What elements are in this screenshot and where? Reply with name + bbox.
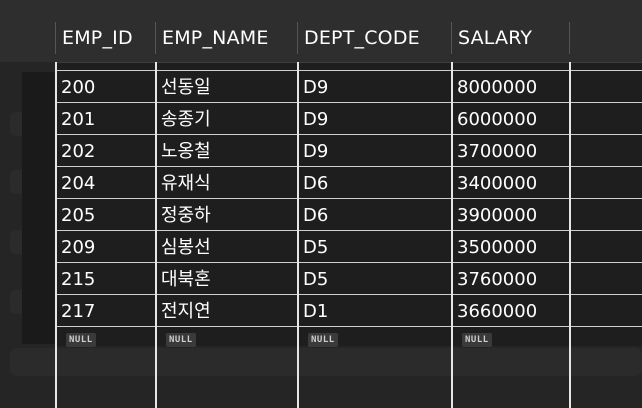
column-divider[interactable] <box>569 62 571 408</box>
cell-salary[interactable]: 3500000 <box>457 237 538 258</box>
cell-emp-id[interactable]: 202 <box>61 141 96 162</box>
null-badge[interactable]: NULL <box>462 333 492 347</box>
cell-emp-name[interactable]: 심봉선 <box>161 237 211 258</box>
table-row[interactable]: 215 대북혼 D5 3760000 <box>56 263 642 295</box>
header-separator[interactable] <box>297 22 298 54</box>
cell-salary[interactable]: 3700000 <box>457 141 538 162</box>
cell-salary[interactable]: 3400000 <box>457 173 538 194</box>
cell-emp-name[interactable]: 정중하 <box>161 205 211 226</box>
cell-emp-name[interactable]: 대북혼 <box>161 269 211 290</box>
column-divider[interactable] <box>55 62 57 408</box>
row-gutter-markers[interactable] <box>22 72 56 344</box>
cell-emp-id[interactable]: 200 <box>61 77 96 98</box>
table-row[interactable]: 200 선동일 D9 8000000 <box>56 70 642 103</box>
cell-dept-code[interactable]: D5 <box>303 269 329 290</box>
null-badge[interactable]: NULL <box>66 333 96 347</box>
cell-emp-id[interactable]: 204 <box>61 173 96 194</box>
null-badge[interactable]: NULL <box>166 333 196 347</box>
table-row[interactable]: 201 송종기 D9 6000000 <box>56 103 642 135</box>
cell-emp-id[interactable]: 217 <box>61 301 96 322</box>
cell-dept-code[interactable]: D5 <box>303 237 329 258</box>
cell-salary[interactable]: 3900000 <box>457 205 538 226</box>
column-header-dept-code[interactable]: DEPT_CODE <box>304 27 420 49</box>
column-header-emp-name[interactable]: EMP_NAME <box>162 27 269 49</box>
table-row[interactable]: 202 노옹철 D9 3700000 <box>56 135 642 167</box>
column-header-salary[interactable]: SALARY <box>458 27 533 49</box>
cell-emp-id[interactable]: 209 <box>61 237 96 258</box>
header-separator[interactable] <box>55 22 56 54</box>
cell-dept-code[interactable]: D1 <box>303 301 329 322</box>
cell-dept-code[interactable]: D9 <box>303 77 329 98</box>
header-separator[interactable] <box>569 22 570 54</box>
column-divider[interactable] <box>297 62 299 408</box>
new-row-placeholder[interactable]: NULL NULL NULL NULL <box>56 327 642 353</box>
table-row[interactable]: 209 심봉선 D5 3500000 <box>56 231 642 263</box>
cell-salary[interactable]: 8000000 <box>457 77 538 98</box>
cell-dept-code[interactable]: D9 <box>303 141 329 162</box>
column-divider[interactable] <box>451 62 453 408</box>
blank-row-strip <box>10 348 642 376</box>
cell-emp-id[interactable]: 205 <box>61 205 96 226</box>
header-separator[interactable] <box>451 22 452 54</box>
cell-dept-code[interactable]: D6 <box>303 205 329 226</box>
column-header-emp-id[interactable]: EMP_ID <box>62 27 133 49</box>
table-row[interactable]: 204 유재식 D6 3400000 <box>56 167 642 199</box>
column-header-bar: EMP_ID EMP_NAME DEPT_CODE SALARY <box>0 0 642 63</box>
cell-dept-code[interactable]: D6 <box>303 173 329 194</box>
result-grid: 200 선동일 D9 8000000 201 송종기 D9 6000000 20… <box>56 70 642 353</box>
cell-emp-id[interactable]: 215 <box>61 269 96 290</box>
header-separator[interactable] <box>155 22 156 54</box>
cell-dept-code[interactable]: D9 <box>303 109 329 130</box>
cell-emp-name[interactable]: 유재식 <box>161 173 211 194</box>
cell-emp-name[interactable]: 노옹철 <box>161 141 211 162</box>
table-row[interactable]: 217 전지연 D1 3660000 <box>56 295 642 327</box>
column-divider[interactable] <box>155 62 157 408</box>
cell-emp-name[interactable]: 선동일 <box>161 77 211 98</box>
cell-salary[interactable]: 3660000 <box>457 301 538 322</box>
cell-emp-id[interactable]: 201 <box>61 109 96 130</box>
cell-salary[interactable]: 6000000 <box>457 109 538 130</box>
cell-salary[interactable]: 3760000 <box>457 269 538 290</box>
cell-emp-name[interactable]: 송종기 <box>161 109 211 130</box>
cell-emp-name[interactable]: 전지연 <box>161 301 211 322</box>
null-badge[interactable]: NULL <box>308 333 338 347</box>
table-row[interactable]: 205 정중하 D6 3900000 <box>56 199 642 231</box>
